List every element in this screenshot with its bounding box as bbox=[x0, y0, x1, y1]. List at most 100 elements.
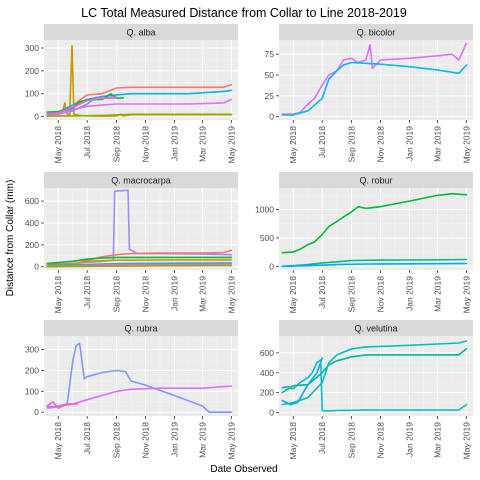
plot-background bbox=[44, 188, 238, 270]
x-tick-label: Jul 2018 bbox=[317, 126, 327, 158]
y-tick-label: 0 bbox=[269, 261, 274, 271]
panel-q-velutina: Q. velutina 0 200 400 600 May 2018 Jul 2018 Sep… bbox=[260, 320, 473, 459]
x-tick-label: Mar 2019 bbox=[432, 422, 442, 458]
series-group bbox=[46, 44, 233, 117]
series-line bbox=[281, 262, 468, 268]
x-tick-label: Mar 2019 bbox=[197, 126, 207, 162]
series-group bbox=[46, 342, 233, 414]
facet-label: Q. bicolor bbox=[357, 28, 396, 38]
x-tick-label: Nov 2018 bbox=[376, 276, 386, 313]
y-tick-label: 25 bbox=[265, 91, 275, 101]
y-tick-label: 300 bbox=[25, 43, 39, 53]
x-tick-label: May 2018 bbox=[288, 126, 298, 164]
x-tick-label: Nov 2018 bbox=[376, 422, 386, 459]
y-tick-label: 200 bbox=[25, 365, 39, 375]
x-tick-label: Mar 2019 bbox=[197, 276, 207, 312]
x-tick-label: May 2019 bbox=[461, 422, 471, 460]
series-line bbox=[46, 264, 233, 268]
x-tick-label: Nov 2018 bbox=[141, 126, 151, 163]
series-line bbox=[46, 256, 233, 265]
plot-background bbox=[279, 336, 473, 416]
x-tick-label: Jan 2019 bbox=[404, 126, 414, 161]
x-tick-label: Mar 2019 bbox=[197, 422, 207, 458]
plot-background bbox=[279, 188, 473, 270]
series-line bbox=[46, 97, 118, 115]
y-tick-label: 300 bbox=[25, 345, 39, 355]
x-tick-label: Sep 2018 bbox=[112, 422, 122, 459]
x-tick-label: Mar 2019 bbox=[432, 276, 442, 312]
x-tick-label: Jul 2018 bbox=[317, 276, 327, 308]
facet-strip bbox=[279, 320, 473, 336]
series-line bbox=[281, 357, 324, 406]
facet-strip bbox=[44, 172, 238, 188]
y-tick-label: 400 bbox=[260, 368, 274, 378]
y-tick-label: 200 bbox=[260, 388, 274, 398]
y-tick-label: 100 bbox=[25, 89, 39, 99]
series-group bbox=[281, 42, 468, 116]
series-line bbox=[46, 98, 233, 117]
facet-label: Q. macrocarpa bbox=[111, 176, 171, 186]
y-tick-label: 0 bbox=[34, 262, 39, 272]
x-tick-label: Nov 2018 bbox=[141, 276, 151, 313]
plot-background bbox=[44, 40, 238, 120]
x-tick-label: May 2018 bbox=[53, 276, 63, 314]
y-tick-label: 500 bbox=[260, 233, 274, 243]
y-tick-label: 0 bbox=[269, 408, 274, 418]
x-tick-label: Nov 2018 bbox=[376, 126, 386, 163]
y-axis-title: Distance from Collar (mm) bbox=[5, 180, 16, 297]
x-tick-label: Jan 2019 bbox=[404, 422, 414, 457]
x-tick-label: May 2018 bbox=[288, 422, 298, 460]
series-group bbox=[46, 189, 233, 268]
x-tick-label: Jan 2019 bbox=[169, 422, 179, 457]
x-tick-label: May 2018 bbox=[53, 126, 63, 164]
x-tick-label: Jul 2018 bbox=[317, 422, 327, 454]
series-line bbox=[46, 259, 233, 266]
series-group bbox=[281, 340, 468, 412]
panel-q-bicolor: Q. bicolor 0 25 50 75 May 2018 Jul 2018 Sep 201… bbox=[265, 24, 473, 163]
x-tick-label: Jul 2018 bbox=[82, 422, 92, 454]
facet-label: Q. rubra bbox=[124, 324, 157, 334]
y-tick-label: 100 bbox=[25, 386, 39, 396]
facet-label: Q. robur bbox=[359, 176, 392, 186]
facet-strip bbox=[279, 24, 473, 40]
y-tick-label: 1000 bbox=[255, 205, 274, 215]
panel-q-alba: Q. alba 0 100 200 300 May 2018 Jul 2018 Sep 201… bbox=[25, 24, 238, 163]
x-tick-label: May 2019 bbox=[461, 276, 471, 314]
y-tick-label: 0 bbox=[269, 112, 274, 122]
x-tick-label: Jan 2019 bbox=[169, 276, 179, 311]
x-tick-label: Sep 2018 bbox=[112, 276, 122, 313]
x-tick-label: Sep 2018 bbox=[347, 276, 357, 313]
facet-label: Q. alba bbox=[126, 28, 155, 38]
series-line bbox=[46, 342, 233, 414]
series-line bbox=[281, 192, 468, 254]
series-group bbox=[281, 192, 468, 268]
panels: Q. alba 0 100 200 300 May 2018 Jul 2018 Sep 201… bbox=[25, 24, 473, 459]
x-tick-label: Nov 2018 bbox=[141, 422, 151, 459]
series-line bbox=[46, 113, 233, 117]
y-tick-label: 400 bbox=[25, 218, 39, 228]
x-tick-label: May 2019 bbox=[226, 276, 236, 314]
y-tick-label: 200 bbox=[25, 66, 39, 76]
series-line bbox=[281, 42, 468, 115]
x-tick-label: Sep 2018 bbox=[347, 422, 357, 459]
y-tick-label: 0 bbox=[34, 407, 39, 417]
series-line bbox=[46, 89, 233, 114]
x-tick-label: May 2019 bbox=[226, 422, 236, 460]
y-tick-label: 600 bbox=[260, 348, 274, 358]
x-tick-label: Jul 2018 bbox=[82, 276, 92, 308]
facet-strip bbox=[44, 24, 238, 40]
x-tick-label: Jan 2019 bbox=[404, 276, 414, 311]
x-tick-label: May 2019 bbox=[226, 126, 236, 164]
x-tick-label: May 2019 bbox=[461, 126, 471, 164]
series-line bbox=[281, 340, 468, 406]
y-tick-label: 200 bbox=[25, 240, 39, 250]
series-line bbox=[281, 348, 468, 394]
plot-background bbox=[279, 40, 473, 120]
y-tick-label: 600 bbox=[25, 196, 39, 206]
facet-label: Q. velutina bbox=[354, 324, 397, 334]
facet-strip bbox=[279, 172, 473, 188]
series-line bbox=[46, 400, 78, 409]
panel-q-macrocarpa: Q. macrocarpa 0 200 400 600 May 2018 Jul 2018 S… bbox=[25, 172, 238, 313]
x-tick-label: May 2018 bbox=[288, 276, 298, 314]
